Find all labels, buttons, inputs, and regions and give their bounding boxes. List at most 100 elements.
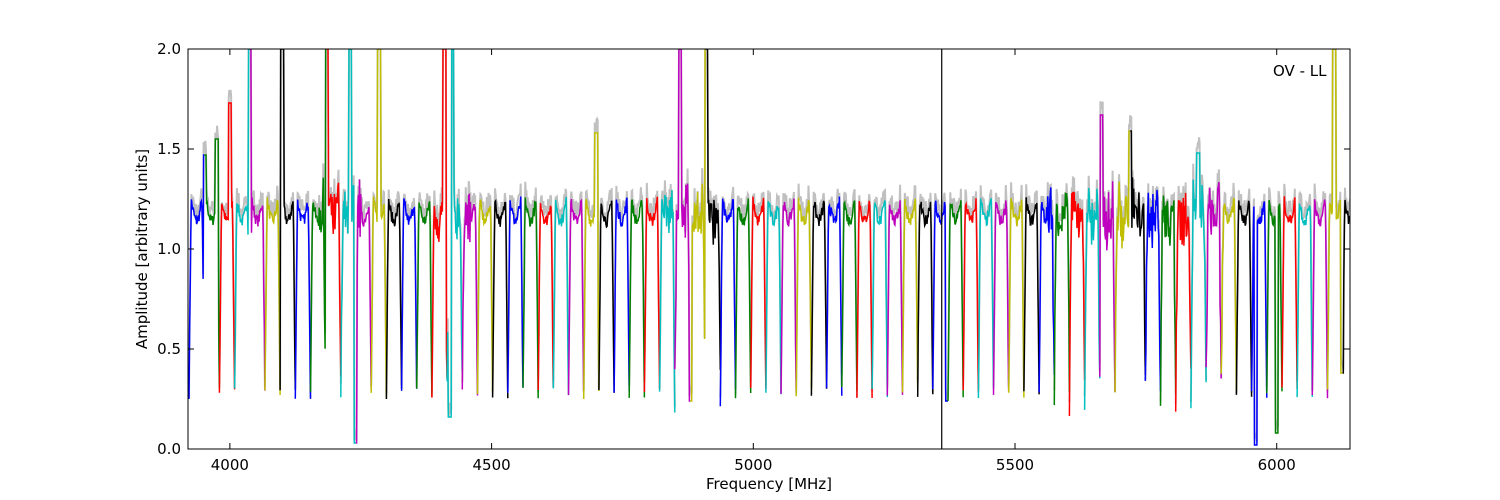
background-trace-segment xyxy=(1189,137,1208,403)
band-trace xyxy=(1190,152,1207,409)
background-trace-segment xyxy=(840,189,858,385)
background-trace-segment xyxy=(294,190,312,399)
background-trace-segment xyxy=(567,191,585,392)
band-trace xyxy=(1007,197,1025,398)
background-trace-segment xyxy=(1358,189,1373,385)
background-trace-segment xyxy=(415,192,433,383)
y-tick-label: 0.0 xyxy=(157,440,181,458)
band-trace xyxy=(400,198,418,391)
band-trace xyxy=(1311,199,1329,399)
band-trace xyxy=(825,196,843,396)
band-trace xyxy=(810,200,828,396)
background-trace-segment xyxy=(400,193,418,388)
background-trace-segment xyxy=(734,190,752,395)
band-trace xyxy=(537,203,555,390)
band-trace xyxy=(1068,191,1086,417)
band-trace xyxy=(841,199,858,392)
band-trace xyxy=(1250,201,1268,446)
band-trace xyxy=(856,200,873,399)
band-trace xyxy=(218,102,236,393)
band-trace xyxy=(1235,200,1253,397)
background-trace-segment xyxy=(582,116,600,390)
band-trace xyxy=(690,49,706,402)
background-trace-segment xyxy=(1007,182,1025,384)
background-trace-segment xyxy=(855,194,874,398)
band-trace xyxy=(355,179,372,444)
band-trace xyxy=(932,200,948,402)
y-tick-label: 1.0 xyxy=(157,240,181,258)
band-trace xyxy=(325,49,342,377)
background-trace-segment xyxy=(1326,49,1344,381)
band-trace xyxy=(431,49,448,398)
background-trace-segment xyxy=(962,189,980,385)
band-trace xyxy=(992,200,1010,395)
band-trace xyxy=(249,49,266,391)
band-trace xyxy=(340,49,356,444)
band-trace xyxy=(795,197,813,397)
band-trace xyxy=(658,190,676,413)
x-tick-label: 5000 xyxy=(734,456,772,474)
x-tick-label: 6000 xyxy=(1258,456,1296,474)
band-trace xyxy=(385,198,403,400)
band-trace xyxy=(1296,203,1314,398)
band-trace xyxy=(1281,196,1298,389)
band-trace xyxy=(370,49,388,399)
band-trace xyxy=(916,201,934,397)
band-trace xyxy=(582,132,600,400)
band-trace xyxy=(1205,181,1222,379)
background-trace-segment xyxy=(1129,116,1147,367)
y-tick-label: 1.5 xyxy=(157,140,181,158)
band-trace xyxy=(628,199,646,398)
band-trace xyxy=(294,199,312,399)
background-trace-segment xyxy=(430,49,449,393)
band-trace xyxy=(749,196,767,390)
band-trace xyxy=(491,198,509,399)
band-trace xyxy=(977,198,995,399)
background-trace-segment xyxy=(901,185,919,387)
background-trace-segment xyxy=(1341,187,1350,371)
band-trace xyxy=(962,198,980,393)
y-axis-label: Amplitude [arbitrary units] xyxy=(133,149,151,349)
band-trace xyxy=(765,201,782,395)
background-trace-segment xyxy=(1265,187,1283,432)
band-trace xyxy=(233,49,250,389)
band-trace xyxy=(1053,192,1071,406)
background-trace-segment xyxy=(552,188,570,382)
band-trace xyxy=(1266,199,1283,434)
y-tick-label: 0.5 xyxy=(157,340,181,358)
band-trace xyxy=(476,199,494,395)
band-trace xyxy=(780,198,797,394)
band-trace xyxy=(1358,198,1373,389)
band-trace xyxy=(1220,197,1238,390)
band-trace xyxy=(871,200,889,398)
band-trace xyxy=(674,49,691,402)
band-trace xyxy=(734,198,752,399)
band-trace xyxy=(947,200,964,402)
band-trace xyxy=(507,196,524,393)
band-trace xyxy=(613,197,630,393)
background-trace-segment xyxy=(537,194,555,387)
background-trace-segment xyxy=(947,188,965,399)
band-trace xyxy=(461,193,479,396)
background-trace-segment xyxy=(977,185,995,390)
band-trace xyxy=(1114,130,1131,393)
background-trace-segment xyxy=(719,186,737,398)
background-trace-segment xyxy=(886,184,904,389)
band-trace xyxy=(705,49,722,370)
x-tick-label: 4000 xyxy=(211,456,249,474)
band-trace xyxy=(279,49,297,391)
band-trace xyxy=(552,196,570,395)
band-trace xyxy=(188,154,205,400)
band-trace xyxy=(1038,187,1056,393)
plot-lines xyxy=(188,49,1373,449)
x-axis-label: Frequency [MHz] xyxy=(706,475,832,493)
band-trace xyxy=(598,200,615,393)
background-trace-segment xyxy=(279,49,297,386)
background-trace-segment xyxy=(1235,188,1253,394)
background-trace-segment xyxy=(370,49,388,394)
band-trace xyxy=(567,198,585,396)
band-trace xyxy=(1023,197,1040,395)
background-trace-segment xyxy=(795,183,813,394)
band-trace xyxy=(446,49,464,418)
band-trace xyxy=(1144,189,1162,392)
